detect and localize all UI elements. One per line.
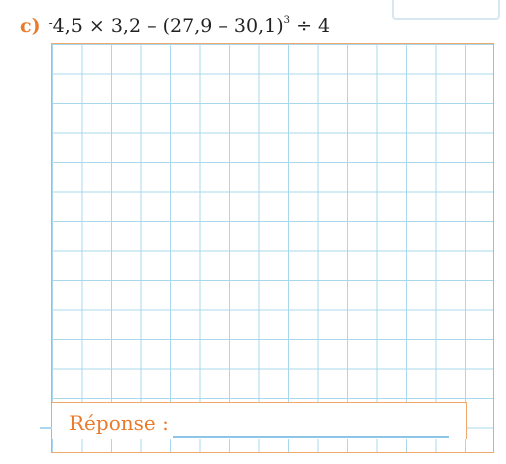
expression-tail: ÷ 4 — [290, 15, 331, 38]
grid-tick — [40, 427, 52, 429]
answer-box: Réponse : — [52, 402, 467, 439]
previous-answer-box — [392, 0, 500, 20]
working-grid[interactable] — [51, 43, 494, 453]
item-letter: c) — [20, 15, 41, 38]
negative-sign: - — [48, 16, 53, 31]
exercise-statement: c) -4,5 × 3,2 – (27,9 – 30,1)3 ÷ 4 — [20, 10, 331, 38]
expression-main: 4,5 × 3,2 – (27,9 – 30,1) — [52, 15, 284, 38]
expression: -4,5 × 3,2 – (27,9 – 30,1)3 ÷ 4 — [49, 15, 331, 37]
answer-label: Réponse : — [69, 411, 169, 435]
exponent: 3 — [283, 15, 291, 26]
answer-input-line[interactable] — [173, 436, 449, 438]
